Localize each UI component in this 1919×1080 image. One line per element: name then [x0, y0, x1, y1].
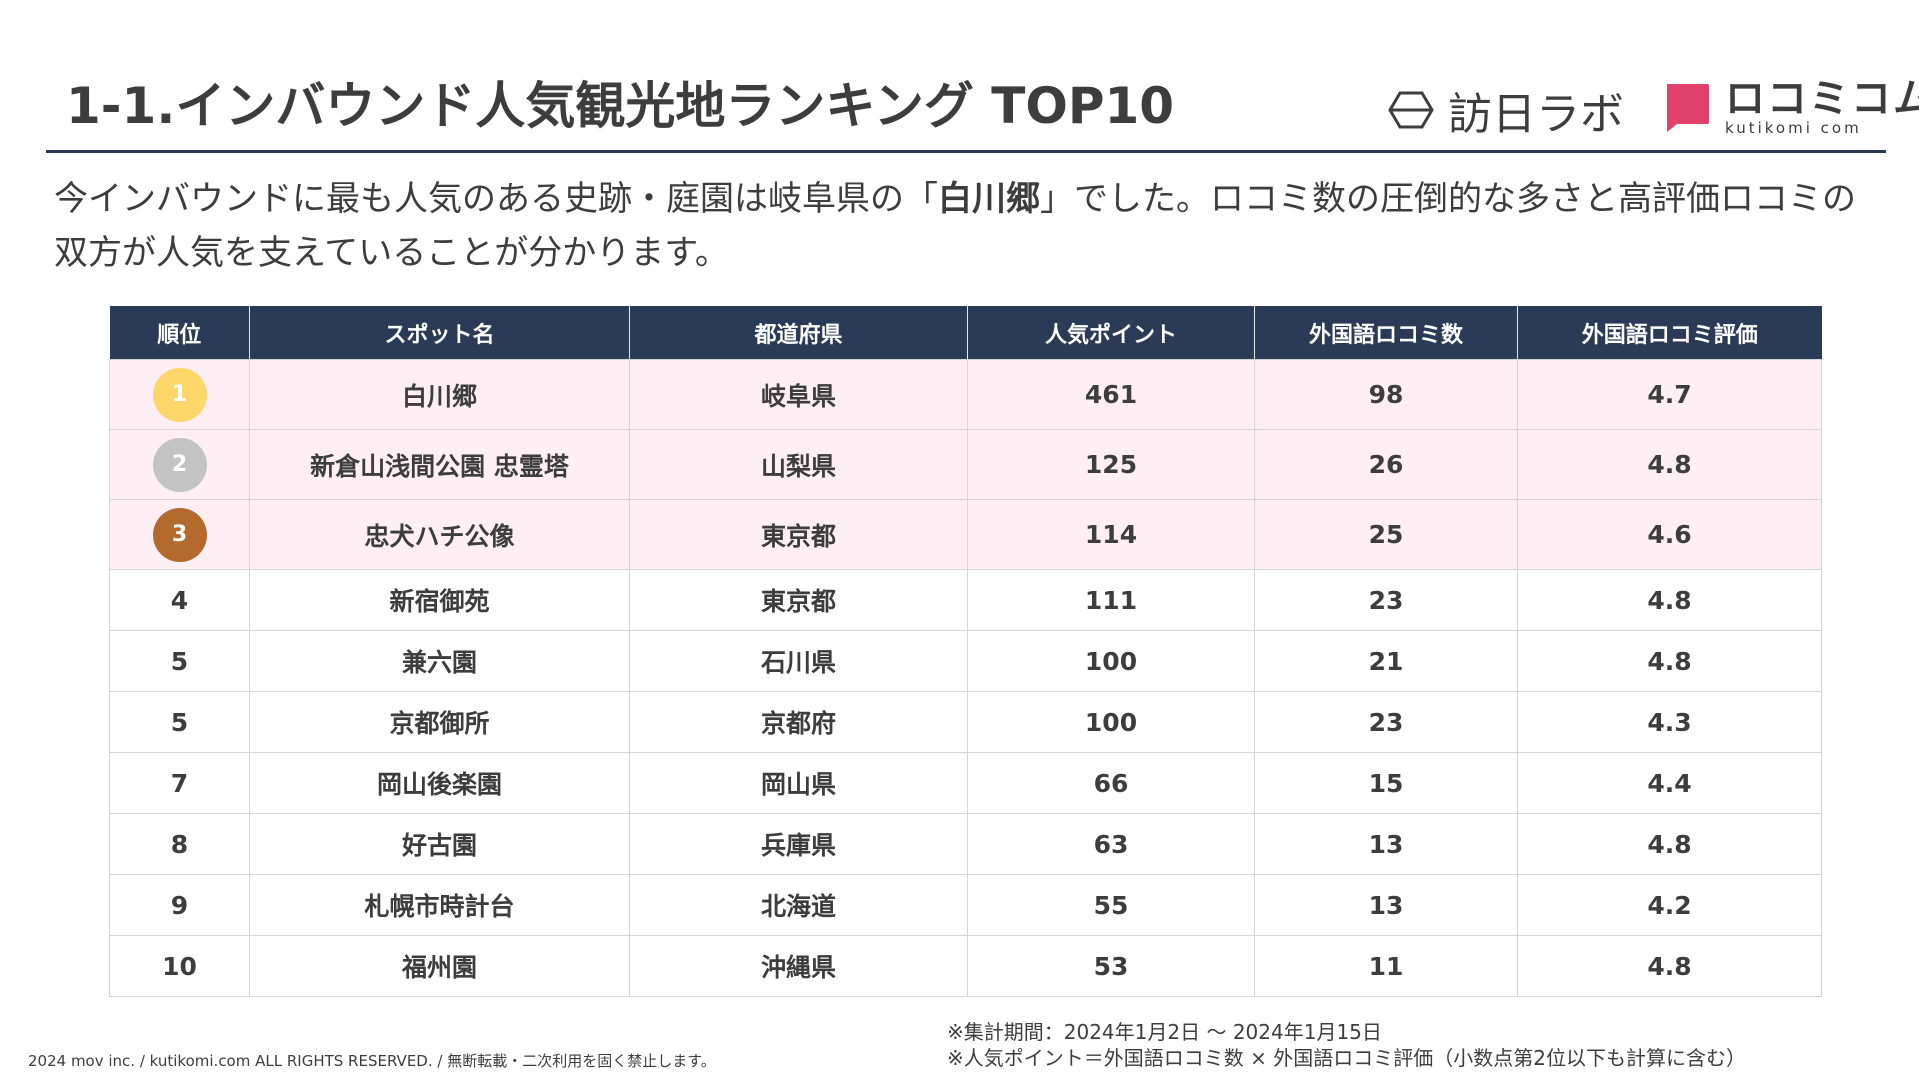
table-row: 10 福州園 沖縄県 53 11 4.8: [109, 935, 1822, 997]
table-header-row: 順位 スポット名 都道府県 人気ポイント 外国語ロコミ数 外国語ロコミ評価: [109, 306, 1822, 360]
rank-medal-icon: 2: [152, 437, 207, 492]
kutikomi-mark-icon: [1667, 84, 1709, 132]
spot-cell: 岡山後楽園: [249, 752, 630, 814]
kutikomi-logo-en: kutikomi com: [1725, 119, 1862, 137]
table-row: 1 白川郷 岐阜県 461 98 4.7: [109, 359, 1822, 430]
note-formula: ※人気ポイント＝外国語ロコミ数 × 外国語ロコミ評価（小数点第2位以下も計算に含…: [947, 1046, 1746, 1070]
prefecture-cell: 沖縄県: [629, 935, 968, 997]
rank-cell: 5: [109, 630, 250, 692]
lead-text-after: 」でした。ロコミ数の圧倒的な多さと高評価ロコミの双方が人気を支えていることが分か…: [54, 179, 1856, 273]
table-row: 8 好古園 兵庫県 63 13 4.8: [109, 813, 1822, 875]
spot-cell: 新宿御苑: [249, 569, 630, 631]
table-row: 2 新倉山浅間公園 忠霊塔 山梨県 125 26 4.8: [109, 429, 1822, 500]
points-cell: 66: [967, 752, 1255, 814]
note-period: ※集計期間：2024年1月2日 〜 2024年1月15日: [947, 1020, 1382, 1044]
title-divider: [46, 150, 1886, 153]
header-review-count: 外国語ロコミ数: [1254, 306, 1518, 360]
copyright: 2024 mov inc. / kutikomi.com ALL RIGHTS …: [28, 1052, 716, 1070]
table-row: 7 岡山後楽園 岡山県 66 15 4.4: [109, 752, 1822, 814]
header-points: 人気ポイント: [967, 306, 1255, 360]
review-count-cell: 26: [1254, 429, 1518, 500]
spot-cell: 好古園: [249, 813, 630, 875]
review-rating-cell: 4.8: [1517, 630, 1822, 692]
review-count-cell: 15: [1254, 752, 1518, 814]
review-count-cell: 23: [1254, 569, 1518, 631]
table-row: 5 京都御所 京都府 100 23 4.3: [109, 691, 1822, 753]
kutikomi-logo-jp: ロコミコム: [1725, 76, 1919, 122]
prefecture-cell: 石川県: [629, 630, 968, 692]
table-row: 5 兼六園 石川県 100 21 4.8: [109, 630, 1822, 692]
spot-cell: 新倉山浅間公園 忠霊塔: [249, 429, 630, 500]
points-cell: 53: [967, 935, 1255, 997]
spot-cell: 兼六園: [249, 630, 630, 692]
points-cell: 100: [967, 691, 1255, 753]
points-cell: 125: [967, 429, 1255, 500]
review-count-cell: 13: [1254, 813, 1518, 875]
review-count-cell: 13: [1254, 874, 1518, 936]
review-rating-cell: 4.7: [1517, 359, 1822, 430]
review-count-cell: 98: [1254, 359, 1518, 430]
lead-text-before: 今インバウンドに最も人気のある史跡・庭園は岐阜県の「: [54, 179, 938, 219]
rank-cell: 4: [109, 569, 250, 631]
review-rating-cell: 4.2: [1517, 874, 1822, 936]
review-count-cell: 21: [1254, 630, 1518, 692]
spot-cell: 忠犬ハチ公像: [249, 499, 630, 570]
rank-cell: 10: [109, 935, 250, 997]
hounichi-mark-icon: [1388, 91, 1434, 129]
table-row: 4 新宿御苑 東京都 111 23 4.8: [109, 569, 1822, 631]
rank-cell: 1: [109, 359, 250, 430]
points-cell: 461: [967, 359, 1255, 430]
rank-cell: 9: [109, 874, 250, 936]
rank-cell: 7: [109, 752, 250, 814]
rank-medal-icon: 3: [152, 507, 207, 562]
spot-cell: 白川郷: [249, 359, 630, 430]
rank-medal-icon: 1: [152, 367, 207, 422]
header-prefecture: 都道府県: [629, 306, 968, 360]
lead-paragraph: 今インバウンドに最も人気のある史跡・庭園は岐阜県の「白川郷」でした。ロコミ数の圧…: [54, 172, 1864, 280]
review-count-cell: 23: [1254, 691, 1518, 753]
hounichi-logo-text: 訪日ラボ: [1448, 89, 1624, 140]
points-cell: 114: [967, 499, 1255, 570]
review-count-cell: 25: [1254, 499, 1518, 570]
rank-cell: 2: [109, 429, 250, 500]
prefecture-cell: 兵庫県: [629, 813, 968, 875]
rank-cell: 3: [109, 499, 250, 570]
prefecture-cell: 岡山県: [629, 752, 968, 814]
spot-cell: 京都御所: [249, 691, 630, 753]
hounichi-lab-logo: 訪日ラボ: [1388, 84, 1624, 140]
points-cell: 111: [967, 569, 1255, 631]
lead-highlight: 白川郷: [938, 179, 1040, 219]
spot-cell: 札幌市時計台: [249, 874, 630, 936]
review-rating-cell: 4.8: [1517, 813, 1822, 875]
table-row: 3 忠犬ハチ公像 東京都 114 25 4.6: [109, 499, 1822, 570]
header-rank: 順位: [109, 306, 250, 360]
page-title: 1-1.インバウンド人気観光地ランキング TOP10: [66, 77, 1175, 135]
points-cell: 55: [967, 874, 1255, 936]
rank-cell: 8: [109, 813, 250, 875]
spot-cell: 福州園: [249, 935, 630, 997]
review-rating-cell: 4.3: [1517, 691, 1822, 753]
prefecture-cell: 京都府: [629, 691, 968, 753]
kutikomi-logo: ロコミコム kutikomi com: [1663, 76, 1919, 137]
header-review-rating: 外国語ロコミ評価: [1517, 306, 1822, 360]
prefecture-cell: 北海道: [629, 874, 968, 936]
header-spot: スポット名: [249, 306, 630, 360]
review-rating-cell: 4.8: [1517, 569, 1822, 631]
review-count-cell: 11: [1254, 935, 1518, 997]
rank-cell: 5: [109, 691, 250, 753]
review-rating-cell: 4.8: [1517, 429, 1822, 500]
prefecture-cell: 東京都: [629, 499, 968, 570]
prefecture-cell: 山梨県: [629, 429, 968, 500]
table-row: 9 札幌市時計台 北海道 55 13 4.2: [109, 874, 1822, 936]
review-rating-cell: 4.4: [1517, 752, 1822, 814]
prefecture-cell: 東京都: [629, 569, 968, 631]
points-cell: 63: [967, 813, 1255, 875]
points-cell: 100: [967, 630, 1255, 692]
prefecture-cell: 岐阜県: [629, 359, 968, 430]
review-rating-cell: 4.8: [1517, 935, 1822, 997]
review-rating-cell: 4.6: [1517, 499, 1822, 570]
